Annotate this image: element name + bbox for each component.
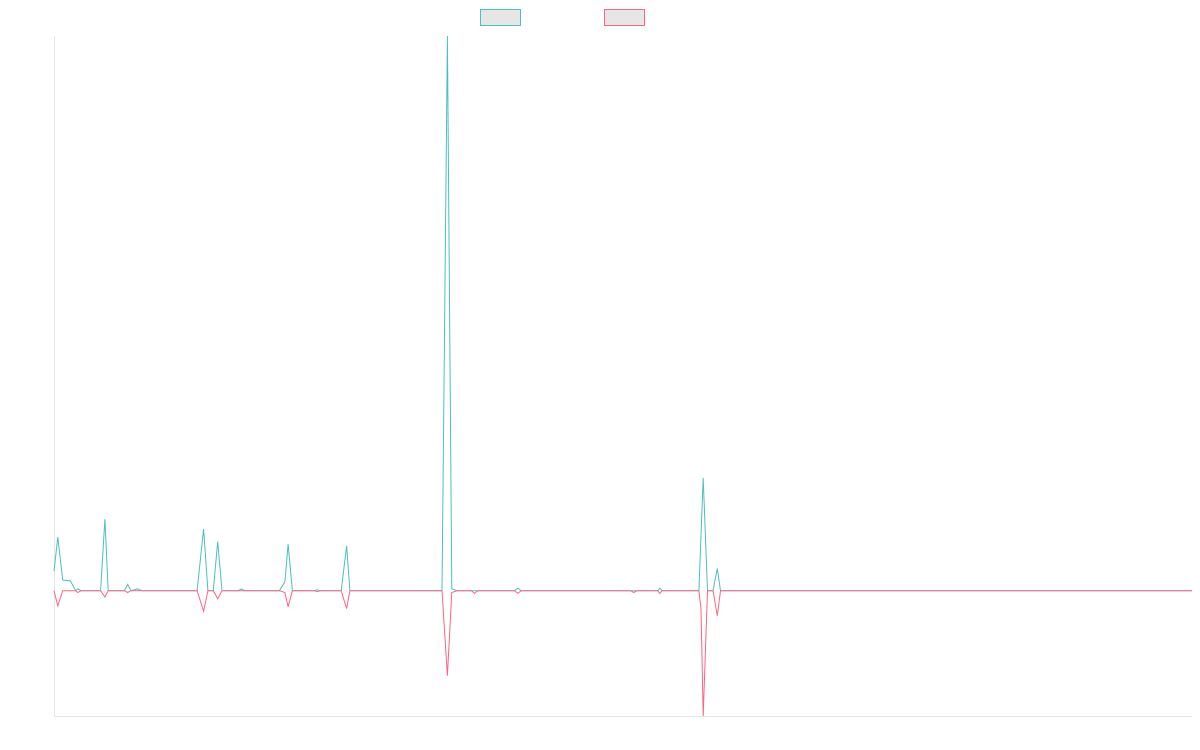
plot-area	[53, 35, 1192, 717]
chart-legend[interactable]	[480, 9, 645, 26]
legend-swatch-1[interactable]	[480, 9, 521, 26]
series-line-2	[53, 590, 1192, 717]
series-line-1	[53, 35, 1192, 592]
legend-swatch-2[interactable]	[604, 9, 645, 26]
